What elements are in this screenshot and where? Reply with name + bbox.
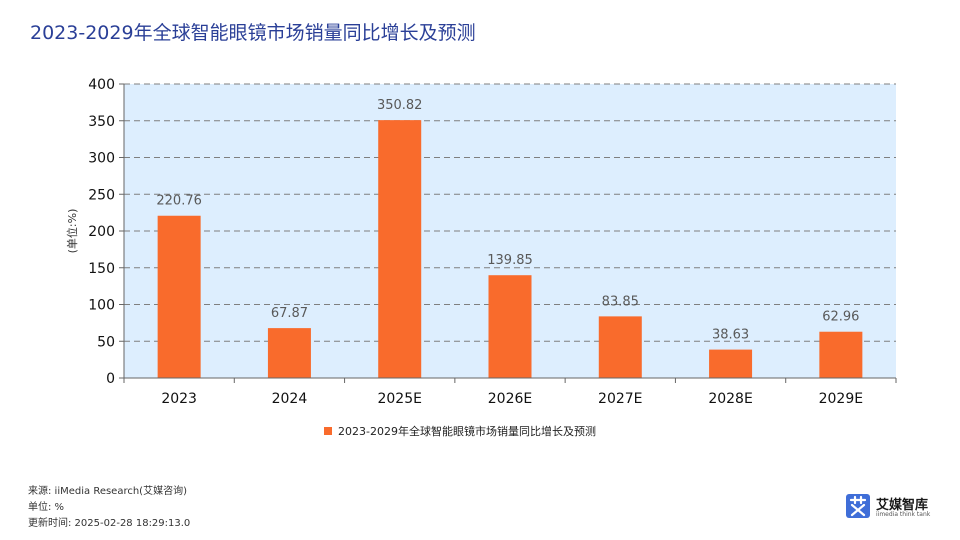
footer: 来源: iiMedia Research(艾媒咨询) 单位: % 更新时间: 2… <box>28 484 190 532</box>
data-labels: 220.76 67.87 350.82 139.85 83.85 38.63 62.96 <box>156 98 859 342</box>
y-tick-labels: 0 50 100 150 200 250 300 350 400 <box>88 77 124 387</box>
x-tick-label: 2024 <box>272 391 308 407</box>
bar <box>267 328 311 378</box>
bars <box>157 120 863 378</box>
legend: 2023-2029年全球智能眼镜市场销量同比增长及预测 <box>324 424 596 438</box>
legend-label: 2023-2029年全球智能眼镜市场销量同比增长及预测 <box>338 424 596 438</box>
y-tick-label: 300 <box>88 151 115 167</box>
x-tick-label: 2023 <box>161 391 197 407</box>
y-tick-label: 350 <box>88 114 115 130</box>
legend-swatch <box>324 427 332 435</box>
bar <box>488 275 532 378</box>
brand-tagline: iimedia think tank <box>876 511 931 518</box>
y-tick-label: 100 <box>88 298 115 314</box>
y-tick-label: 50 <box>97 334 115 350</box>
data-label: 62.96 <box>822 310 859 325</box>
source-text: 来源: iiMedia Research(艾媒咨询) <box>28 486 187 497</box>
y-tick-label: 150 <box>88 261 115 277</box>
y-tick-label: 200 <box>88 224 115 240</box>
x-tick-label: 2025E <box>377 391 421 407</box>
bar <box>598 316 642 378</box>
x-tick-labels: 2023 2024 2025E 2026E 2027E 2028E 2029E <box>123 378 897 407</box>
bar <box>157 215 201 378</box>
brand-mark-icon <box>846 494 870 518</box>
brand-name: 艾媒智库 <box>876 498 929 513</box>
updated-text: 更新时间: 2025-02-28 18:29:13.0 <box>28 518 191 529</box>
unit-text: 单位: % <box>28 502 65 513</box>
bar <box>819 331 863 378</box>
x-tick-label: 2027E <box>598 391 642 407</box>
data-label: 67.87 <box>271 306 308 321</box>
data-label: 139.85 <box>487 253 533 268</box>
y-tick-label: 250 <box>88 187 115 203</box>
data-label: 38.63 <box>712 328 749 343</box>
y-axis-label: (单位:%) <box>65 209 79 254</box>
bar <box>378 120 422 378</box>
data-label: 350.82 <box>377 98 423 113</box>
x-tick-label: 2029E <box>819 391 863 407</box>
y-tick-label: 400 <box>88 77 115 93</box>
data-label: 220.76 <box>156 194 202 209</box>
bar <box>709 349 753 378</box>
brand-logo: 艾媒智库 iimedia think tank <box>846 494 946 520</box>
data-label: 83.85 <box>602 294 639 309</box>
y-tick-label: 0 <box>106 371 115 387</box>
x-tick-label: 2026E <box>488 391 532 407</box>
x-tick-label: 2028E <box>708 391 752 407</box>
chart-title: 2023-2029年全球智能眼镜市场销量同比增长及预测 <box>30 22 476 44</box>
